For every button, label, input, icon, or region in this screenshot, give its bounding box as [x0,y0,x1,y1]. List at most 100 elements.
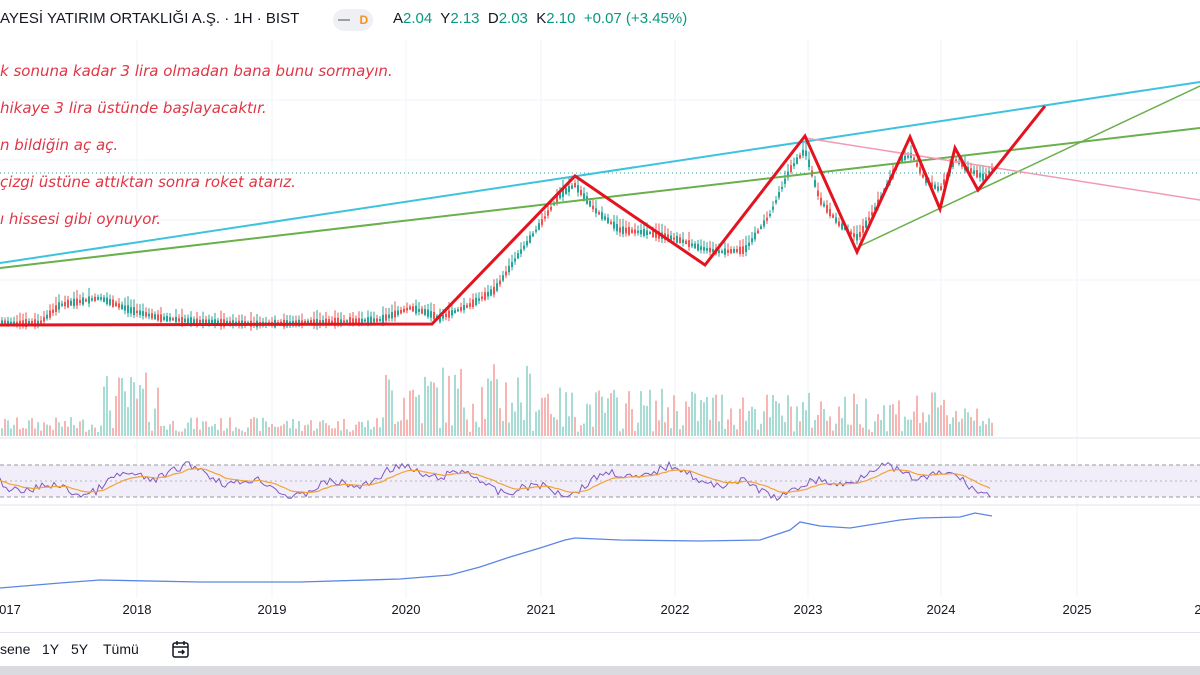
volume-bar [388,379,390,436]
volume-bar [856,404,858,436]
volume-bar [814,419,816,436]
price-candle [622,226,624,235]
volume-bar [850,424,852,436]
volume-bar [763,411,765,436]
volume-bar [430,381,432,436]
volume-bar [4,418,6,436]
volume-bar [976,408,978,436]
volume-bar [985,424,987,436]
price-candle [46,314,48,319]
volume-bar [940,405,942,436]
volume-bar [541,397,543,436]
price-candle [613,221,615,229]
volume-bar [460,368,462,436]
price-candle [733,249,735,253]
price-candle [325,318,327,326]
price-candle [985,173,987,180]
price-candle [145,312,147,317]
volume-bar [748,410,750,436]
volume-bar [805,410,807,436]
volume-bar [622,428,624,436]
price-candle [979,172,981,178]
axis-label: 2020 [391,602,421,617]
price-candle [184,318,186,323]
volume-bar [949,423,951,436]
price-chart[interactable] [0,40,1200,600]
volume-bar [781,415,783,436]
price-candle [853,233,855,237]
volume-bar [367,420,369,436]
price-candle [922,174,924,178]
volume-bar [394,423,396,436]
volume-bar [502,421,504,436]
price-candle [976,170,978,178]
price-candle [796,157,798,164]
price-candle [367,317,369,324]
price-candle [832,214,834,218]
volume-bar [685,401,687,436]
note-line: hikaye 3 lira üstünde başlayacaktır. [0,99,267,117]
volume-bar [76,428,78,436]
annotation-red-path [0,105,1047,327]
volume-bar [547,393,549,436]
price-candle [202,319,204,325]
volume-bar [355,424,357,436]
price-candle [415,305,417,314]
price-candle [757,230,759,234]
volume-bar [277,427,279,436]
range-toolbar: sene 1Y 5Y Tümü [0,632,1200,667]
price-candle [400,309,402,314]
range-button-5y[interactable]: 5Y [71,641,89,657]
price-candle [403,308,405,312]
price-candle [841,223,843,230]
volume-bar [214,424,216,436]
price-candle [220,318,222,327]
volume-bar [625,403,627,436]
volume-bar [178,431,180,436]
price-candle [100,297,102,300]
range-button-1y[interactable]: 1Y [42,641,60,657]
price-candle [322,319,324,325]
time-axis[interactable]: 017 2018 2019 2020 2021 2022 2023 2024 2… [0,600,1200,620]
volume-bar [892,404,894,436]
price-candle [709,247,711,253]
volume-bar [364,427,366,436]
price-candle [907,155,909,158]
axis-label: 2022 [660,602,690,617]
lower-indicator-pane [0,512,993,589]
price-candle [529,235,531,243]
volume-bar [109,410,111,436]
volume-bar [652,431,654,436]
volume-bar [352,430,354,436]
volume-bar [16,417,18,436]
price-candle [370,316,372,325]
price-candle [688,240,690,248]
calendar-goto-icon[interactable] [170,639,192,661]
price-candle [736,249,738,253]
price-candle [619,227,621,233]
volume-bar [37,422,39,436]
price-candle [472,299,474,308]
volume-bar [571,392,573,436]
price-candle [538,223,540,230]
price-candle [685,240,687,245]
volume-bar [592,426,594,436]
volume-bar [919,422,921,436]
trend-line-cyan [0,81,1200,264]
volume-bar [280,425,282,436]
price-candle [190,317,192,325]
range-button-year[interactable]: sene [0,641,31,657]
volume-bar [529,373,531,436]
price-candle [910,152,912,158]
price-candle [499,280,501,285]
visibility-toggle[interactable]: D [333,9,373,31]
volume-bar [268,427,270,436]
volume-bar [709,419,711,436]
note-line: çizgi üstüne attıktan sonra roket atarız… [0,173,296,191]
range-button-all[interactable]: Tümü [103,641,139,657]
price-candle [814,179,816,187]
trend-lines [0,81,1200,327]
volume-bar [337,421,339,436]
price-candle [517,253,519,259]
symbol-title[interactable]: AYESİ YATIRIM ORTAKLIĞI A.Ş. · 1H · BIST [0,10,300,27]
